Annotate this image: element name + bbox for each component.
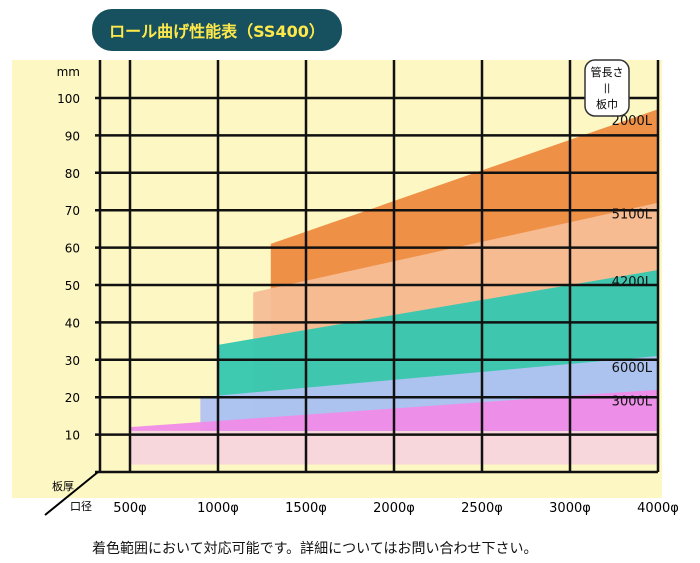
- corner-thickness-label: 板厚: [52, 479, 74, 493]
- series-layer: [130, 109, 658, 431]
- chart-title: ロール曲げ性能表（SS400）: [92, 9, 342, 51]
- corner-cell: 板厚 口径: [44, 471, 99, 516]
- x-tick-label-3000: 3000φ: [549, 501, 591, 516]
- x-tick-label-4000: 4000φ: [637, 501, 679, 516]
- legend-box-frame: [584, 59, 630, 117]
- y-tick-label-70: 70: [65, 204, 80, 218]
- y-tick-label-10: 10: [65, 429, 80, 443]
- y-tick-label-20: 20: [65, 391, 80, 405]
- label-layer: 10 20 30 40 50 60 70 80 90 100 mm 500φ 1000φ 1500φ 200…: [57, 65, 679, 516]
- y-tick-label-90: 90: [65, 129, 80, 143]
- x-tick-label-1000: 1000φ: [197, 501, 239, 516]
- x-tick-label-500: 500φ: [113, 501, 146, 516]
- series-label-2000l: 2000L: [612, 114, 653, 129]
- y-tick-label-60: 60: [65, 242, 80, 256]
- x-tick-label-2000: 2000φ: [373, 501, 415, 516]
- corner-diameter-label: 口径: [70, 500, 92, 513]
- series-label-5100l: 5100L: [612, 208, 653, 223]
- y-axis-unit: mm: [57, 65, 80, 79]
- series-label-6000l: 6000L: [612, 361, 653, 376]
- x-tick-label-1500: 1500φ: [285, 501, 327, 516]
- grid-layer: [95, 60, 660, 474]
- y-tick-label-40: 40: [65, 316, 80, 330]
- legend-box-bottom: 板巾: [596, 97, 618, 111]
- legend-box-mid: ||: [604, 83, 611, 94]
- legend-box-top: 管長さ: [591, 65, 624, 79]
- legend-box: 管長さ || 板巾: [584, 59, 630, 117]
- y-tick-label-80: 80: [65, 167, 80, 181]
- series-label-4200l: 4200L: [612, 275, 653, 290]
- footer-note: 着色範囲において対応可能です。詳細についてはお問い合わせ下さい。: [92, 541, 538, 557]
- y-tick-label-50: 50: [65, 279, 80, 293]
- x-tick-label-2500: 2500φ: [461, 501, 503, 516]
- corner-diagonal: [44, 471, 99, 516]
- y-tick-label-100: 100: [57, 92, 80, 106]
- series-label-3000l: 3000L: [612, 395, 653, 410]
- y-tick-label-30: 30: [65, 354, 80, 368]
